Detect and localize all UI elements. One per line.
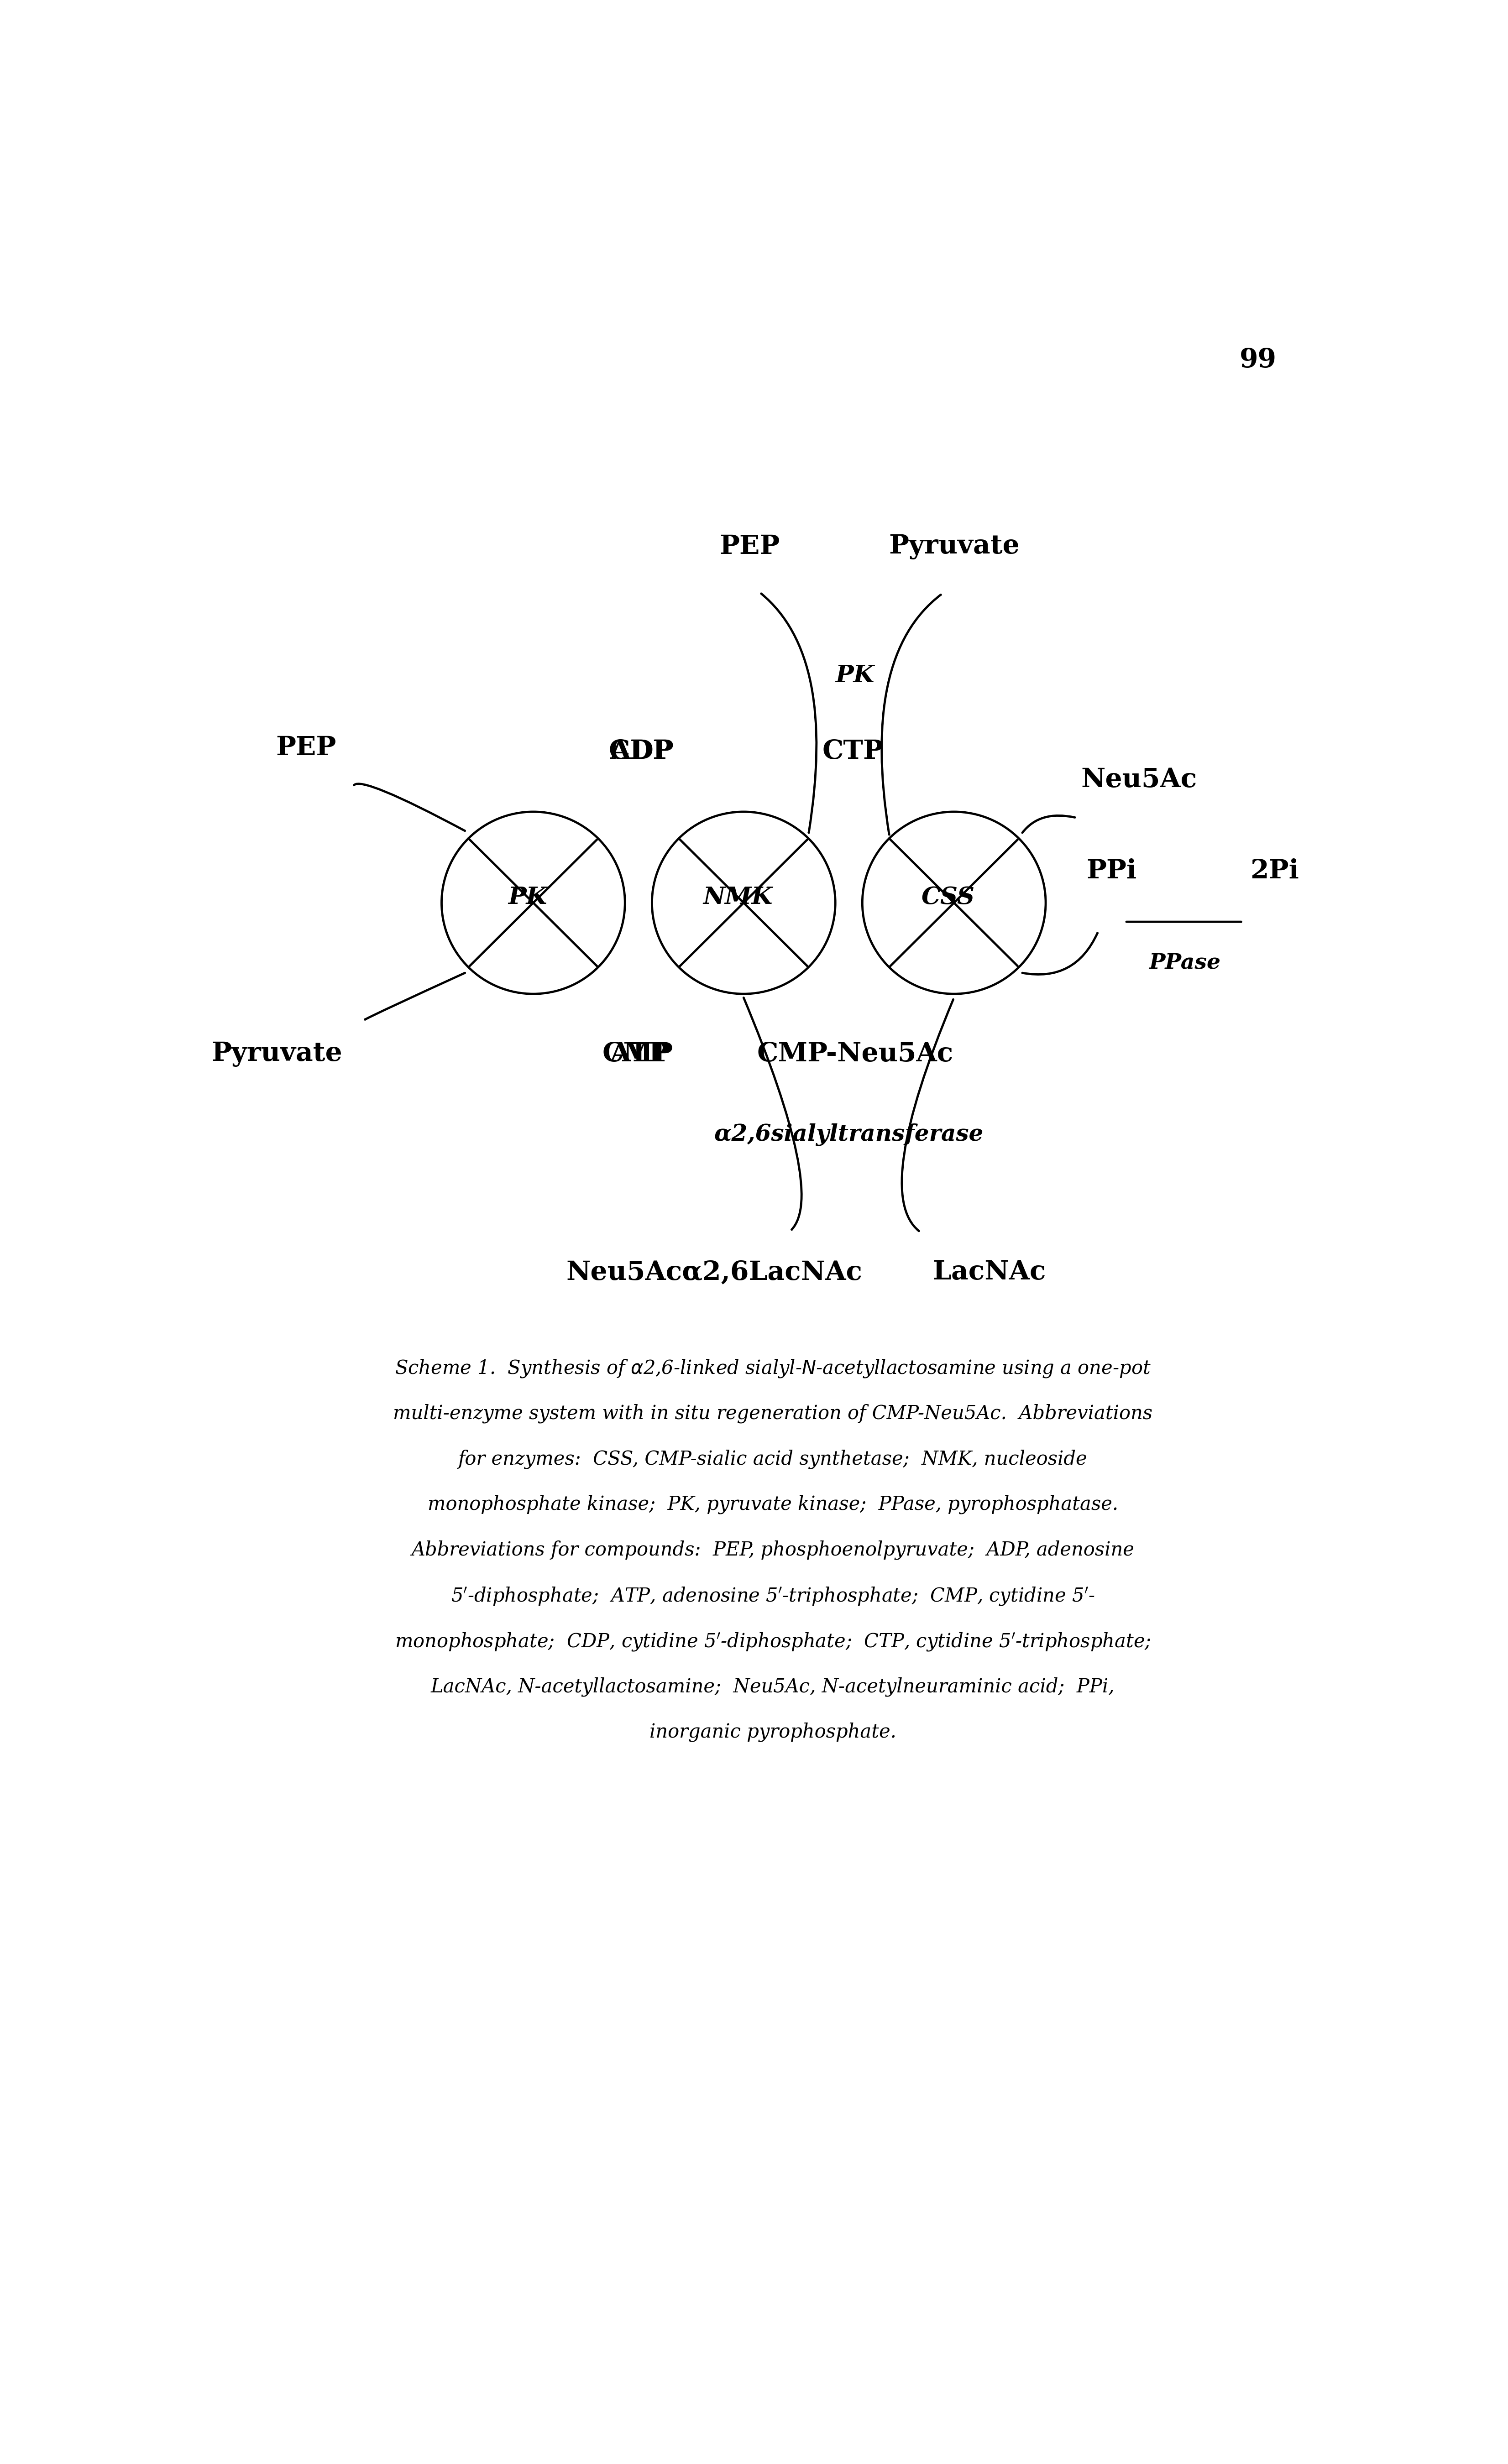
Text: Scheme 1.  Synthesis of $\it{\alpha}$2,6-linked sialyl-$\it{N}$-acetyllactosamin: Scheme 1. Synthesis of $\it{\alpha}$2,6-… [395,1358,1151,1380]
Text: Pyruvate: Pyruvate [211,1042,342,1067]
FancyArrowPatch shape [762,594,816,833]
Text: Abbreviations for compounds:  PEP, phosphoenolpyruvate;  ADP, adenosine: Abbreviations for compounds: PEP, phosph… [412,1540,1134,1560]
Text: 5$'$-diphosphate;  ATP, adenosine 5$'$-triphosphate;  CMP, cytidine 5$'$-: 5$'$-diphosphate; ATP, adenosine 5$'$-tr… [451,1587,1095,1607]
Text: Neu5Acα2,6LacNAc: Neu5Acα2,6LacNAc [567,1259,863,1286]
Text: inorganic pyrophosphate.: inorganic pyrophosphate. [650,1722,896,1742]
FancyArrowPatch shape [679,840,807,968]
FancyArrowPatch shape [469,838,597,966]
Text: CMP-Neu5Ac: CMP-Neu5Ac [757,1042,953,1067]
Text: PEP: PEP [719,535,780,559]
Text: Pyruvate: Pyruvate [888,535,1019,559]
Text: CDP: CDP [609,739,673,764]
Text: Neu5Ac: Neu5Ac [1081,766,1197,793]
Text: ATP: ATP [609,1042,670,1067]
Text: LacNAc: LacNAc [932,1259,1045,1286]
FancyArrowPatch shape [743,998,802,1230]
Text: monophosphate;  CDP, cytidine 5$'$-diphosphate;  CTP, cytidine 5$'$-triphosphate: monophosphate; CDP, cytidine 5$'$-diphos… [395,1631,1151,1653]
FancyArrowPatch shape [365,973,464,1020]
FancyArrowPatch shape [1022,934,1098,973]
FancyArrowPatch shape [902,1000,953,1232]
Text: PEP: PEP [276,734,336,761]
Text: PPi: PPi [1087,857,1137,885]
Text: CMP: CMP [602,1042,673,1067]
FancyArrowPatch shape [882,594,941,835]
Text: ADP: ADP [609,739,674,764]
FancyArrowPatch shape [354,784,464,830]
FancyArrowPatch shape [890,838,1018,966]
FancyArrowPatch shape [1022,816,1075,833]
Text: CSS: CSS [921,885,974,909]
Text: CTP: CTP [822,739,884,764]
FancyArrowPatch shape [679,838,807,966]
FancyArrowPatch shape [890,840,1018,968]
Text: monophosphate kinase;  PK, pyruvate kinase;  PPase, pyrophosphatase.: monophosphate kinase; PK, pyruvate kinas… [428,1496,1117,1515]
Text: PPase: PPase [1149,951,1220,973]
Text: NMK: NMK [703,885,772,909]
Text: multi-enzyme system with in situ regeneration of CMP-Neu5Ac.  Abbreviations: multi-enzyme system with in situ regener… [394,1404,1152,1424]
Text: for enzymes:  CSS, CMP-sialic acid synthetase;  NMK, nucleoside: for enzymes: CSS, CMP-sialic acid synthe… [458,1449,1087,1469]
Text: PK: PK [835,663,875,687]
Text: PK: PK [508,885,547,909]
Text: 99: 99 [1240,347,1276,372]
Text: 2Pi: 2Pi [1250,857,1298,885]
Text: α2,6sialyltransferase: α2,6sialyltransferase [715,1124,983,1146]
Text: LacNAc, N-acetyllactosamine;  Neu5Ac, N-acetylneuraminic acid;  PPi,: LacNAc, N-acetyllactosamine; Neu5Ac, N-a… [431,1678,1114,1695]
FancyArrowPatch shape [469,840,597,968]
